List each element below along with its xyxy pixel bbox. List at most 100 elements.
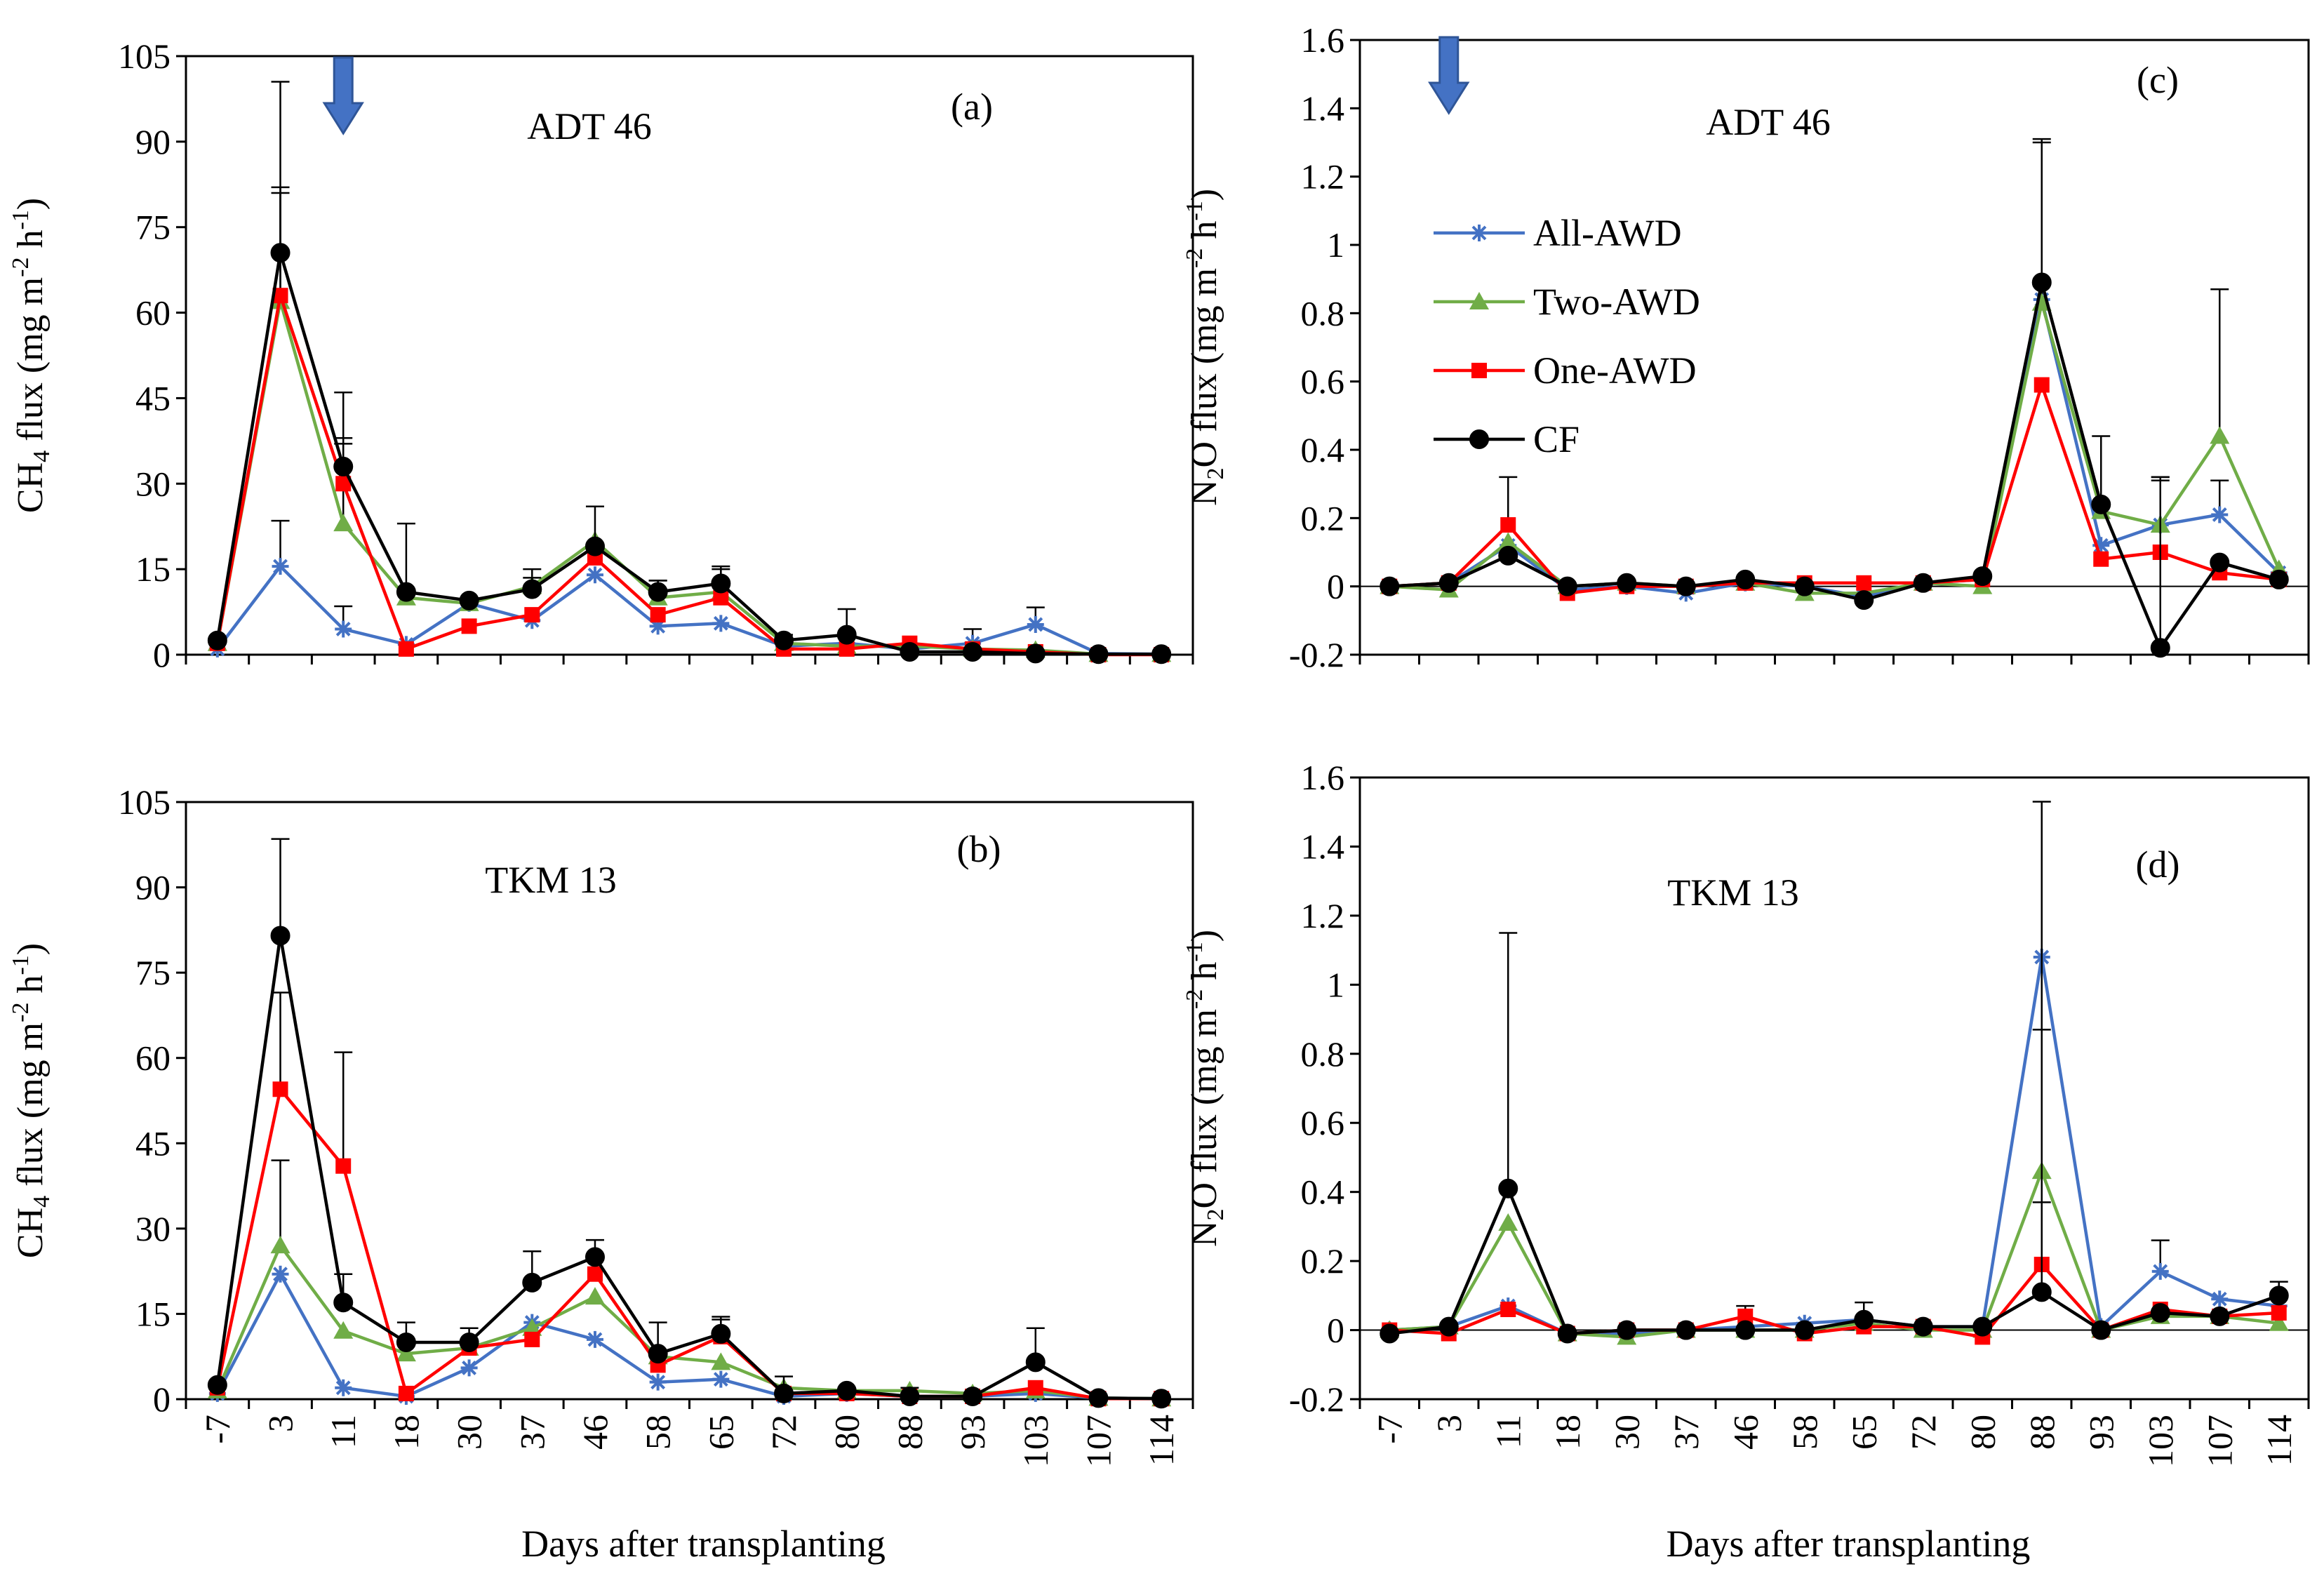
data-point <box>270 926 290 946</box>
data-point <box>2031 272 2052 293</box>
data-point <box>1972 1316 1993 1337</box>
data-point <box>335 620 352 638</box>
x-tick-label: 107 <box>1078 1415 1118 1467</box>
data-point <box>1617 1320 1637 1340</box>
data-point <box>524 1331 540 1347</box>
data-point <box>2150 638 2170 658</box>
data-point <box>335 1379 352 1396</box>
data-point <box>522 1272 542 1293</box>
x-tick-label: 30 <box>450 1415 489 1450</box>
panel-title: TKM 13 <box>485 859 617 901</box>
data-point <box>2269 1286 2289 1306</box>
series-one-awd <box>209 192 1170 662</box>
data-point <box>396 1344 416 1362</box>
data-point <box>2093 551 2109 567</box>
y-tick-label: 105 <box>118 36 171 76</box>
y-axis-title-mid: h <box>11 975 51 1003</box>
y-tick-label: 0 <box>153 635 171 674</box>
data-point <box>649 1373 667 1391</box>
y-tick-label: 1.4 <box>1301 88 1345 128</box>
data-point <box>1737 1308 1754 1324</box>
data-point <box>1913 1316 1933 1337</box>
data-point <box>1500 1302 1516 1318</box>
data-point <box>335 1158 352 1174</box>
x-tick-label: 88 <box>2022 1415 2062 1450</box>
data-point <box>272 1265 289 1283</box>
x-tick-label: 72 <box>764 1415 803 1450</box>
data-point <box>335 476 352 492</box>
series-line <box>1389 1166 2280 1339</box>
data-point <box>272 558 289 575</box>
series-line <box>215 252 1162 656</box>
y-axis-title-sup2: -1 <box>1182 942 1208 961</box>
series-line <box>215 295 1162 657</box>
x-tick-label: 58 <box>639 1415 678 1450</box>
y-tick-label: 15 <box>135 549 171 589</box>
data-point <box>1498 1213 1518 1231</box>
y-axis-title-base: N <box>1184 479 1224 506</box>
y-axis-title-rest: flux (mg m <box>11 1022 51 1196</box>
y-tick-label: 90 <box>135 868 171 907</box>
data-point <box>1972 566 1993 587</box>
data-point <box>2151 1262 2169 1280</box>
y-tick-label: 0.8 <box>1301 1034 1345 1074</box>
y-tick-label: 0 <box>153 1380 171 1419</box>
x-tick-label: 88 <box>890 1415 929 1450</box>
data-point <box>333 514 354 532</box>
y-axis-title-end: ) <box>11 198 51 210</box>
data-point <box>1500 517 1516 533</box>
y-tick-label: 0.6 <box>1301 1103 1345 1142</box>
y-tick-label: 0 <box>1327 567 1344 606</box>
y-tick-label: 1.4 <box>1301 827 1345 866</box>
x-tick-label: 65 <box>1844 1415 1883 1450</box>
series-line <box>1389 380 2280 595</box>
series-line <box>1389 1262 2279 1339</box>
legend-marker <box>1469 429 1489 449</box>
data-point <box>1498 532 1518 550</box>
y-tick-label: 75 <box>135 208 171 247</box>
data-point <box>2211 1290 2229 1308</box>
y-axis-title: N2O flux (mg m-2 h-1) <box>1182 930 1229 1247</box>
data-point <box>1498 1178 1518 1199</box>
series-all-awd <box>208 519 1170 663</box>
data-point <box>839 641 855 657</box>
data-point <box>461 618 477 634</box>
x-tick-label: 11 <box>1488 1415 1528 1448</box>
y-tick-label: 90 <box>135 122 171 161</box>
data-point <box>587 1266 603 1282</box>
data-point <box>398 1385 414 1401</box>
data-point <box>836 1380 857 1401</box>
y-tick-label: 1 <box>1327 225 1344 265</box>
data-point <box>963 641 983 662</box>
data-point <box>2031 1282 2052 1302</box>
y-tick-label: 105 <box>118 782 171 822</box>
series-all-awd <box>208 1265 1170 1408</box>
series-line <box>215 300 1162 656</box>
data-point <box>585 1247 605 1267</box>
data-point <box>1856 575 1872 591</box>
y-axis-title-mid: h <box>1184 221 1224 248</box>
data-point <box>2210 552 2230 573</box>
x-tick-label: 103 <box>2141 1415 2180 1467</box>
y-axis-title-base: CH <box>11 1208 51 1258</box>
y-axis-title-rest: flux (mg m <box>11 277 51 450</box>
data-point <box>396 1332 416 1352</box>
legend-label: CF <box>1533 418 1580 460</box>
series-two-awd <box>207 186 1172 662</box>
data-point <box>459 590 479 610</box>
series-cf <box>1380 138 2289 658</box>
x-axis-title: Days after transplanting <box>521 1523 886 1565</box>
panel-label: (c) <box>2137 59 2179 101</box>
x-tick-label: 46 <box>1725 1415 1765 1450</box>
series-line <box>1389 281 2280 651</box>
x-tick-label: 58 <box>1785 1415 1824 1450</box>
y-tick-label: 45 <box>135 378 171 418</box>
data-point <box>711 1352 731 1370</box>
series-all-awd <box>1381 948 2288 1342</box>
data-point <box>270 1236 290 1254</box>
x-tick-label: 18 <box>1548 1415 1587 1450</box>
arrow-icon <box>1428 36 1470 115</box>
y-tick-label: 30 <box>135 464 171 503</box>
y-axis-title-rest: O flux (mg m <box>1184 268 1224 468</box>
series-line <box>1389 302 2280 595</box>
